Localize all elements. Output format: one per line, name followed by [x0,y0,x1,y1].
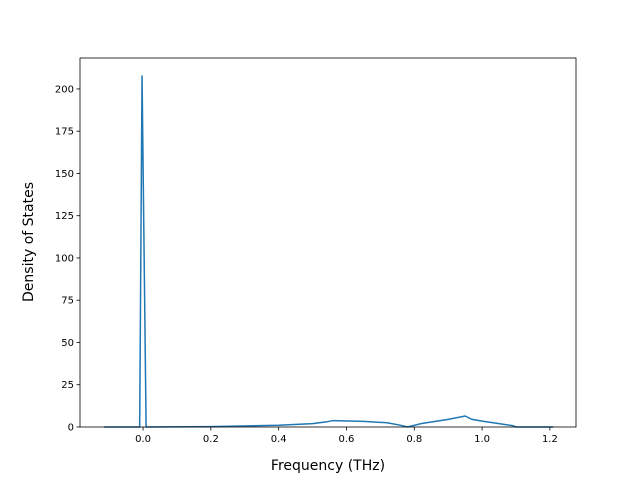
y-axis-title: Density of States [21,182,37,302]
y-tick-label: 100 [55,253,74,264]
x-tick-label: 0.0 [135,434,151,445]
x-axis-title: Frequency (THz) [271,458,385,474]
x-tick-label: 0.8 [406,434,422,445]
y-tick-label: 175 [55,127,74,138]
x-tick-label: 0.4 [271,434,287,445]
y-tick-label: 25 [61,380,74,391]
y-tick-label: 0 [68,423,74,434]
y-tick-label: 50 [61,338,74,349]
x-tick-label: 0.6 [339,434,355,445]
y-tick-label: 200 [55,84,74,95]
y-tick-label: 125 [55,211,74,222]
y-tick-label: 75 [61,296,74,307]
x-tick-label: 1.0 [474,434,490,445]
plot-frame [79,57,577,428]
data-line [104,75,554,428]
x-tick-label: 1.2 [542,434,558,445]
y-tick-label: 150 [55,169,74,180]
x-tick-label: 0.2 [203,434,219,445]
